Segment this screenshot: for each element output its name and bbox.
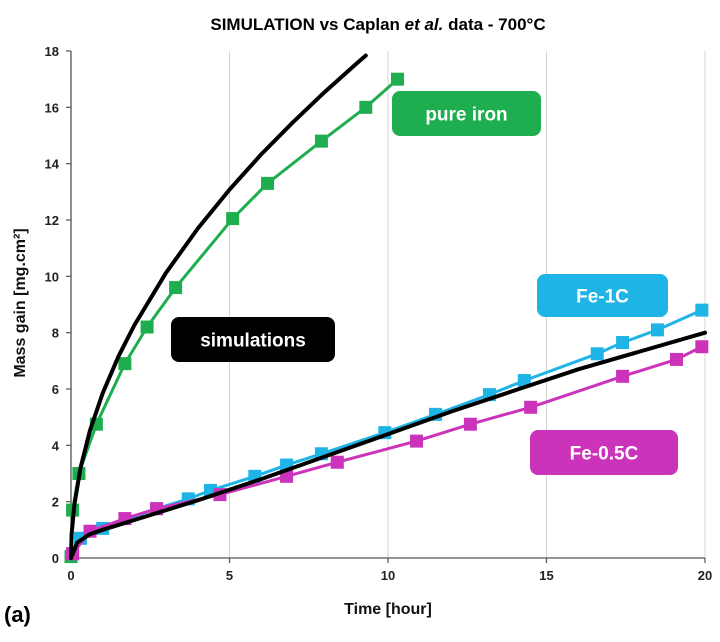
x-tick-label: 5	[226, 568, 233, 583]
data-point	[590, 347, 604, 361]
data-point	[169, 281, 183, 295]
y-tick-label: 4	[52, 438, 60, 453]
x-tick-label: 0	[67, 568, 74, 583]
legend-box-pure-iron: pure iron	[392, 91, 541, 136]
y-tick-label: 16	[45, 100, 59, 115]
simulation-curve	[69, 330, 707, 560]
simulation-curve	[69, 53, 368, 560]
data-point	[463, 417, 477, 431]
data-point	[616, 369, 630, 383]
legend-box-fe-0-5c: Fe-0.5C	[530, 430, 678, 475]
data-point	[695, 303, 709, 317]
data-point	[261, 176, 275, 190]
data-point	[330, 455, 344, 469]
legend-label: pure iron	[425, 105, 507, 126]
legend-box-bg	[392, 91, 541, 136]
data-point	[118, 357, 132, 371]
data-point	[650, 323, 664, 337]
legend-label: Fe-0.5C	[570, 444, 639, 465]
legend-label: Fe-1C	[576, 287, 629, 308]
y-tick-label: 8	[52, 326, 59, 341]
data-point	[616, 336, 630, 350]
x-axis-label: Time [hour]	[344, 601, 432, 618]
series-simulations	[69, 53, 368, 560]
y-tick-label: 10	[45, 269, 59, 284]
data-point	[410, 434, 424, 448]
data-point	[226, 212, 240, 226]
y-tick-label: 6	[52, 382, 59, 397]
y-tick-label: 12	[45, 213, 59, 228]
data-point	[391, 72, 405, 86]
chart-title: SIMULATION vs Caplan et al. data - 700°C	[210, 15, 545, 34]
data-point	[695, 340, 709, 354]
legend-box-simulations: simulations	[171, 317, 335, 362]
x-tick-label: 20	[698, 568, 712, 583]
legend-box-fe-1c: Fe-1C	[537, 274, 668, 317]
y-tick-label: 18	[45, 44, 59, 59]
x-tick-label: 15	[539, 568, 553, 583]
y-axis-label: Mass gain [mg.cm²]	[12, 228, 29, 377]
y-tick-label: 14	[45, 157, 60, 172]
chart-title-part: SIMULATION vs Caplan	[210, 15, 404, 34]
y-tick-label: 2	[52, 495, 59, 510]
legend-box-bg	[537, 274, 668, 317]
panel-label: (a)	[4, 602, 31, 627]
data-point	[524, 400, 538, 414]
series-layer	[64, 53, 709, 564]
chart-title-italic: et al.	[405, 15, 444, 34]
legend-boxes: pure iron simulations Fe-1C Fe-0.5C	[171, 91, 678, 475]
axes: 0 2 4 6 8 10 12 14 16 18 0 5 10 15 20	[45, 44, 713, 583]
legend-box-bg	[171, 317, 335, 362]
series-simulations	[69, 330, 707, 560]
data-point	[314, 134, 328, 148]
data-point	[140, 320, 154, 334]
data-point	[669, 352, 683, 366]
x-tick-label: 10	[381, 568, 395, 583]
legend-label: simulations	[200, 331, 306, 352]
data-point	[359, 100, 373, 114]
chart-title-part: data - 700°C	[443, 15, 545, 34]
data-point	[517, 374, 531, 388]
y-tick-label: 0	[52, 551, 59, 566]
legend-box-bg	[530, 430, 678, 475]
